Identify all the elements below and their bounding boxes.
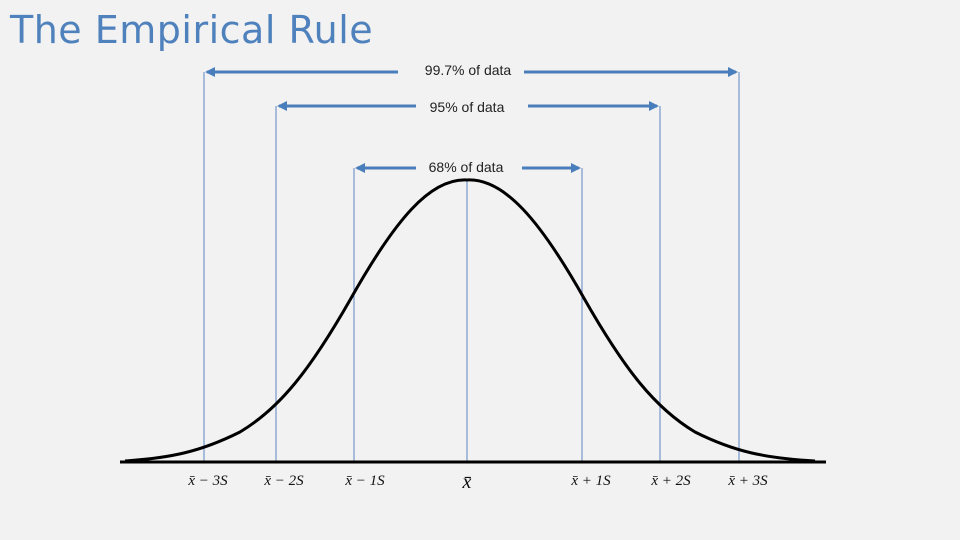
tick-label-plus3: x̄ + 3S — [727, 473, 768, 489]
range-label-68: 68% of data — [429, 159, 504, 175]
slide-title: The Empirical Rule — [10, 8, 374, 52]
tick-label-minus3: x̄ − 3S — [187, 473, 228, 489]
range-label-99-7: 99.7% of data — [425, 62, 512, 78]
tick-label-plus2: x̄ + 2S — [650, 473, 691, 489]
tick-label-plus1: x̄ + 1S — [570, 473, 611, 489]
normal-curve — [124, 178, 816, 463]
tick-label-minus2: x̄ − 2S — [263, 473, 304, 489]
range-label-95: 95% of data — [430, 99, 505, 115]
tick-label-minus1: x̄ − 1S — [344, 473, 385, 489]
tick-label-mean: x̄ — [462, 471, 472, 493]
